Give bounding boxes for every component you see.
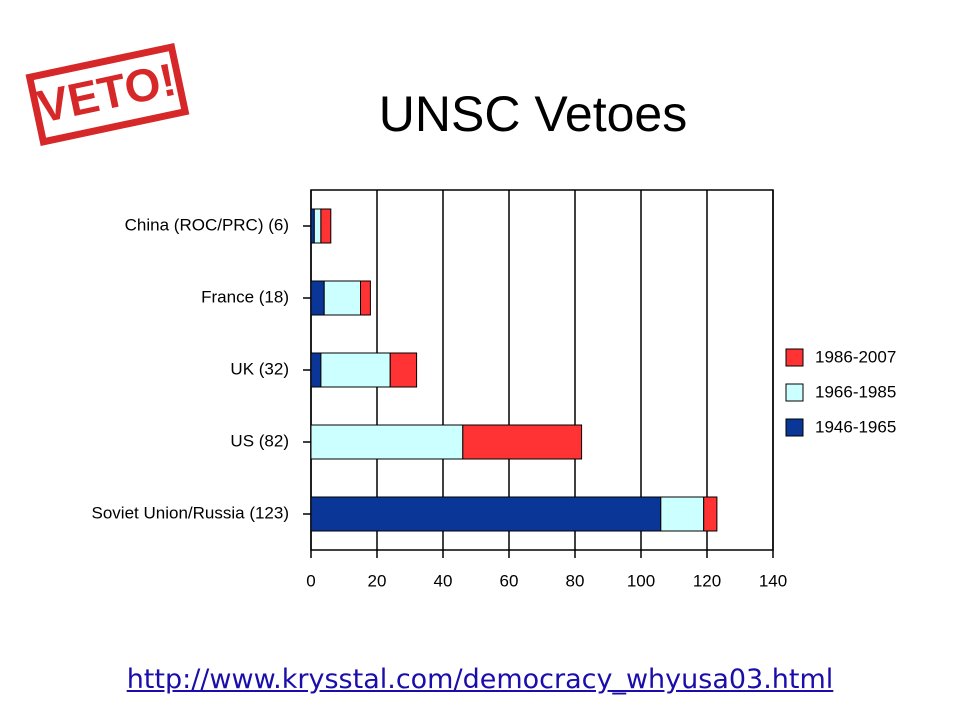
bar-segment [310,352,322,388]
bar-segment [360,280,371,316]
x-tick-label: 80 [566,571,585,590]
y-tick-label: China (ROC/PRC) (6) [125,215,289,234]
bar-segment [660,496,705,532]
bar-segment [310,424,464,460]
legend-swatch [785,418,804,437]
chart: VETO! UNSC Vetoes 0 20 40 60 80 100 120 140 Chin… [25,42,896,590]
x-tick-label: 60 [500,571,519,590]
legend-label: 1966-1985 [815,382,896,401]
legend-label: 1946-1965 [815,417,896,436]
legend-label: 1986-2007 [815,347,896,366]
bar-segment [320,208,332,244]
bar-segment [310,496,662,532]
bar-segment [310,280,325,316]
bar-segment [389,352,418,388]
bar-segment [320,352,391,388]
y-tick-label: Soviet Union/Russia (123) [92,503,289,522]
bar-segment [323,280,362,316]
x-tick-label: 40 [434,571,453,590]
source-link[interactable]: http://www.krysstal.com/democracy_whyusa… [126,664,834,695]
veto-stamp: VETO! [25,42,190,146]
bar-segment [462,424,583,460]
chart-title: UNSC Vetoes [379,86,687,142]
legend-swatch [785,348,804,367]
x-tick-label: 120 [693,571,721,590]
x-tick-label: 100 [627,571,655,590]
x-tick-label: 0 [306,571,315,590]
bar-segment [703,496,718,532]
y-tick-label: US (82) [230,431,289,450]
legend-swatch [785,383,804,402]
y-tick-label: France (18) [201,287,289,306]
bar-segment [313,208,322,244]
x-tick-label: 140 [759,571,787,590]
stamp-border [25,42,190,146]
x-tick-label: 20 [368,571,387,590]
y-tick-label: UK (32) [230,359,289,378]
